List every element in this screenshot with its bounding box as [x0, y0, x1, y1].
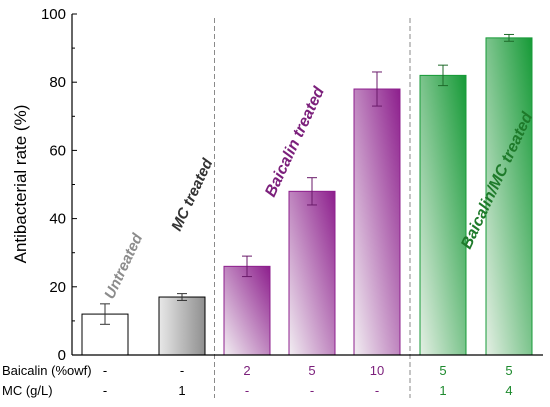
y-tick-label: 100: [41, 6, 66, 23]
table-cell: 5: [308, 363, 315, 378]
y-tick-label: 20: [49, 279, 66, 296]
bar: [353, 88, 401, 356]
table-cell: -: [310, 383, 314, 398]
table-cell: -: [103, 363, 107, 378]
table-cell: 1: [178, 383, 185, 398]
group-annotation: MC treated: [168, 155, 217, 233]
table-cell: -: [180, 363, 184, 378]
table-row-label: Baicalin (%owf): [2, 363, 92, 378]
y-tick-label: 60: [49, 142, 66, 159]
table-cell: 2: [243, 363, 250, 378]
table-cell: 5: [439, 363, 446, 378]
bar: [485, 37, 533, 356]
y-tick-label: 40: [49, 211, 66, 228]
table-cell: 4: [505, 383, 512, 398]
y-tick-label: 80: [49, 74, 66, 91]
group-annotation: Baicalin treated: [262, 83, 328, 199]
group-annotation: Untreated: [101, 230, 146, 301]
table-row-label: MC (g/L): [2, 383, 53, 398]
bar: [158, 296, 206, 356]
axes: 0 20 40 60 80 100 Antibacterial rate (%): [11, 6, 543, 364]
bar: [419, 74, 467, 356]
bar: [288, 190, 336, 356]
y-axis-label: Antibacterial rate (%): [11, 105, 30, 264]
y-tick-label: 0: [58, 347, 66, 364]
bar: [223, 265, 271, 356]
table-cell: -: [103, 383, 107, 398]
table-cell: -: [245, 383, 249, 398]
table-cell: 1: [439, 383, 446, 398]
treatment-table: Baicalin (%owf) - -2 5 10 5 5MC (g/L) -1- - -1 4: [2, 363, 513, 398]
table-cell: 10: [370, 363, 384, 378]
table-cell: -: [375, 383, 379, 398]
table-cell: 5: [505, 363, 512, 378]
